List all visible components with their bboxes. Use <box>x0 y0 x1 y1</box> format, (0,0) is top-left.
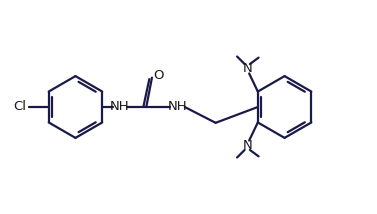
Text: O: O <box>153 69 164 82</box>
Text: N: N <box>242 138 252 152</box>
Text: NH: NH <box>168 101 188 113</box>
Text: NH: NH <box>110 101 130 113</box>
Text: Cl: Cl <box>14 101 26 113</box>
Text: N: N <box>242 62 252 76</box>
